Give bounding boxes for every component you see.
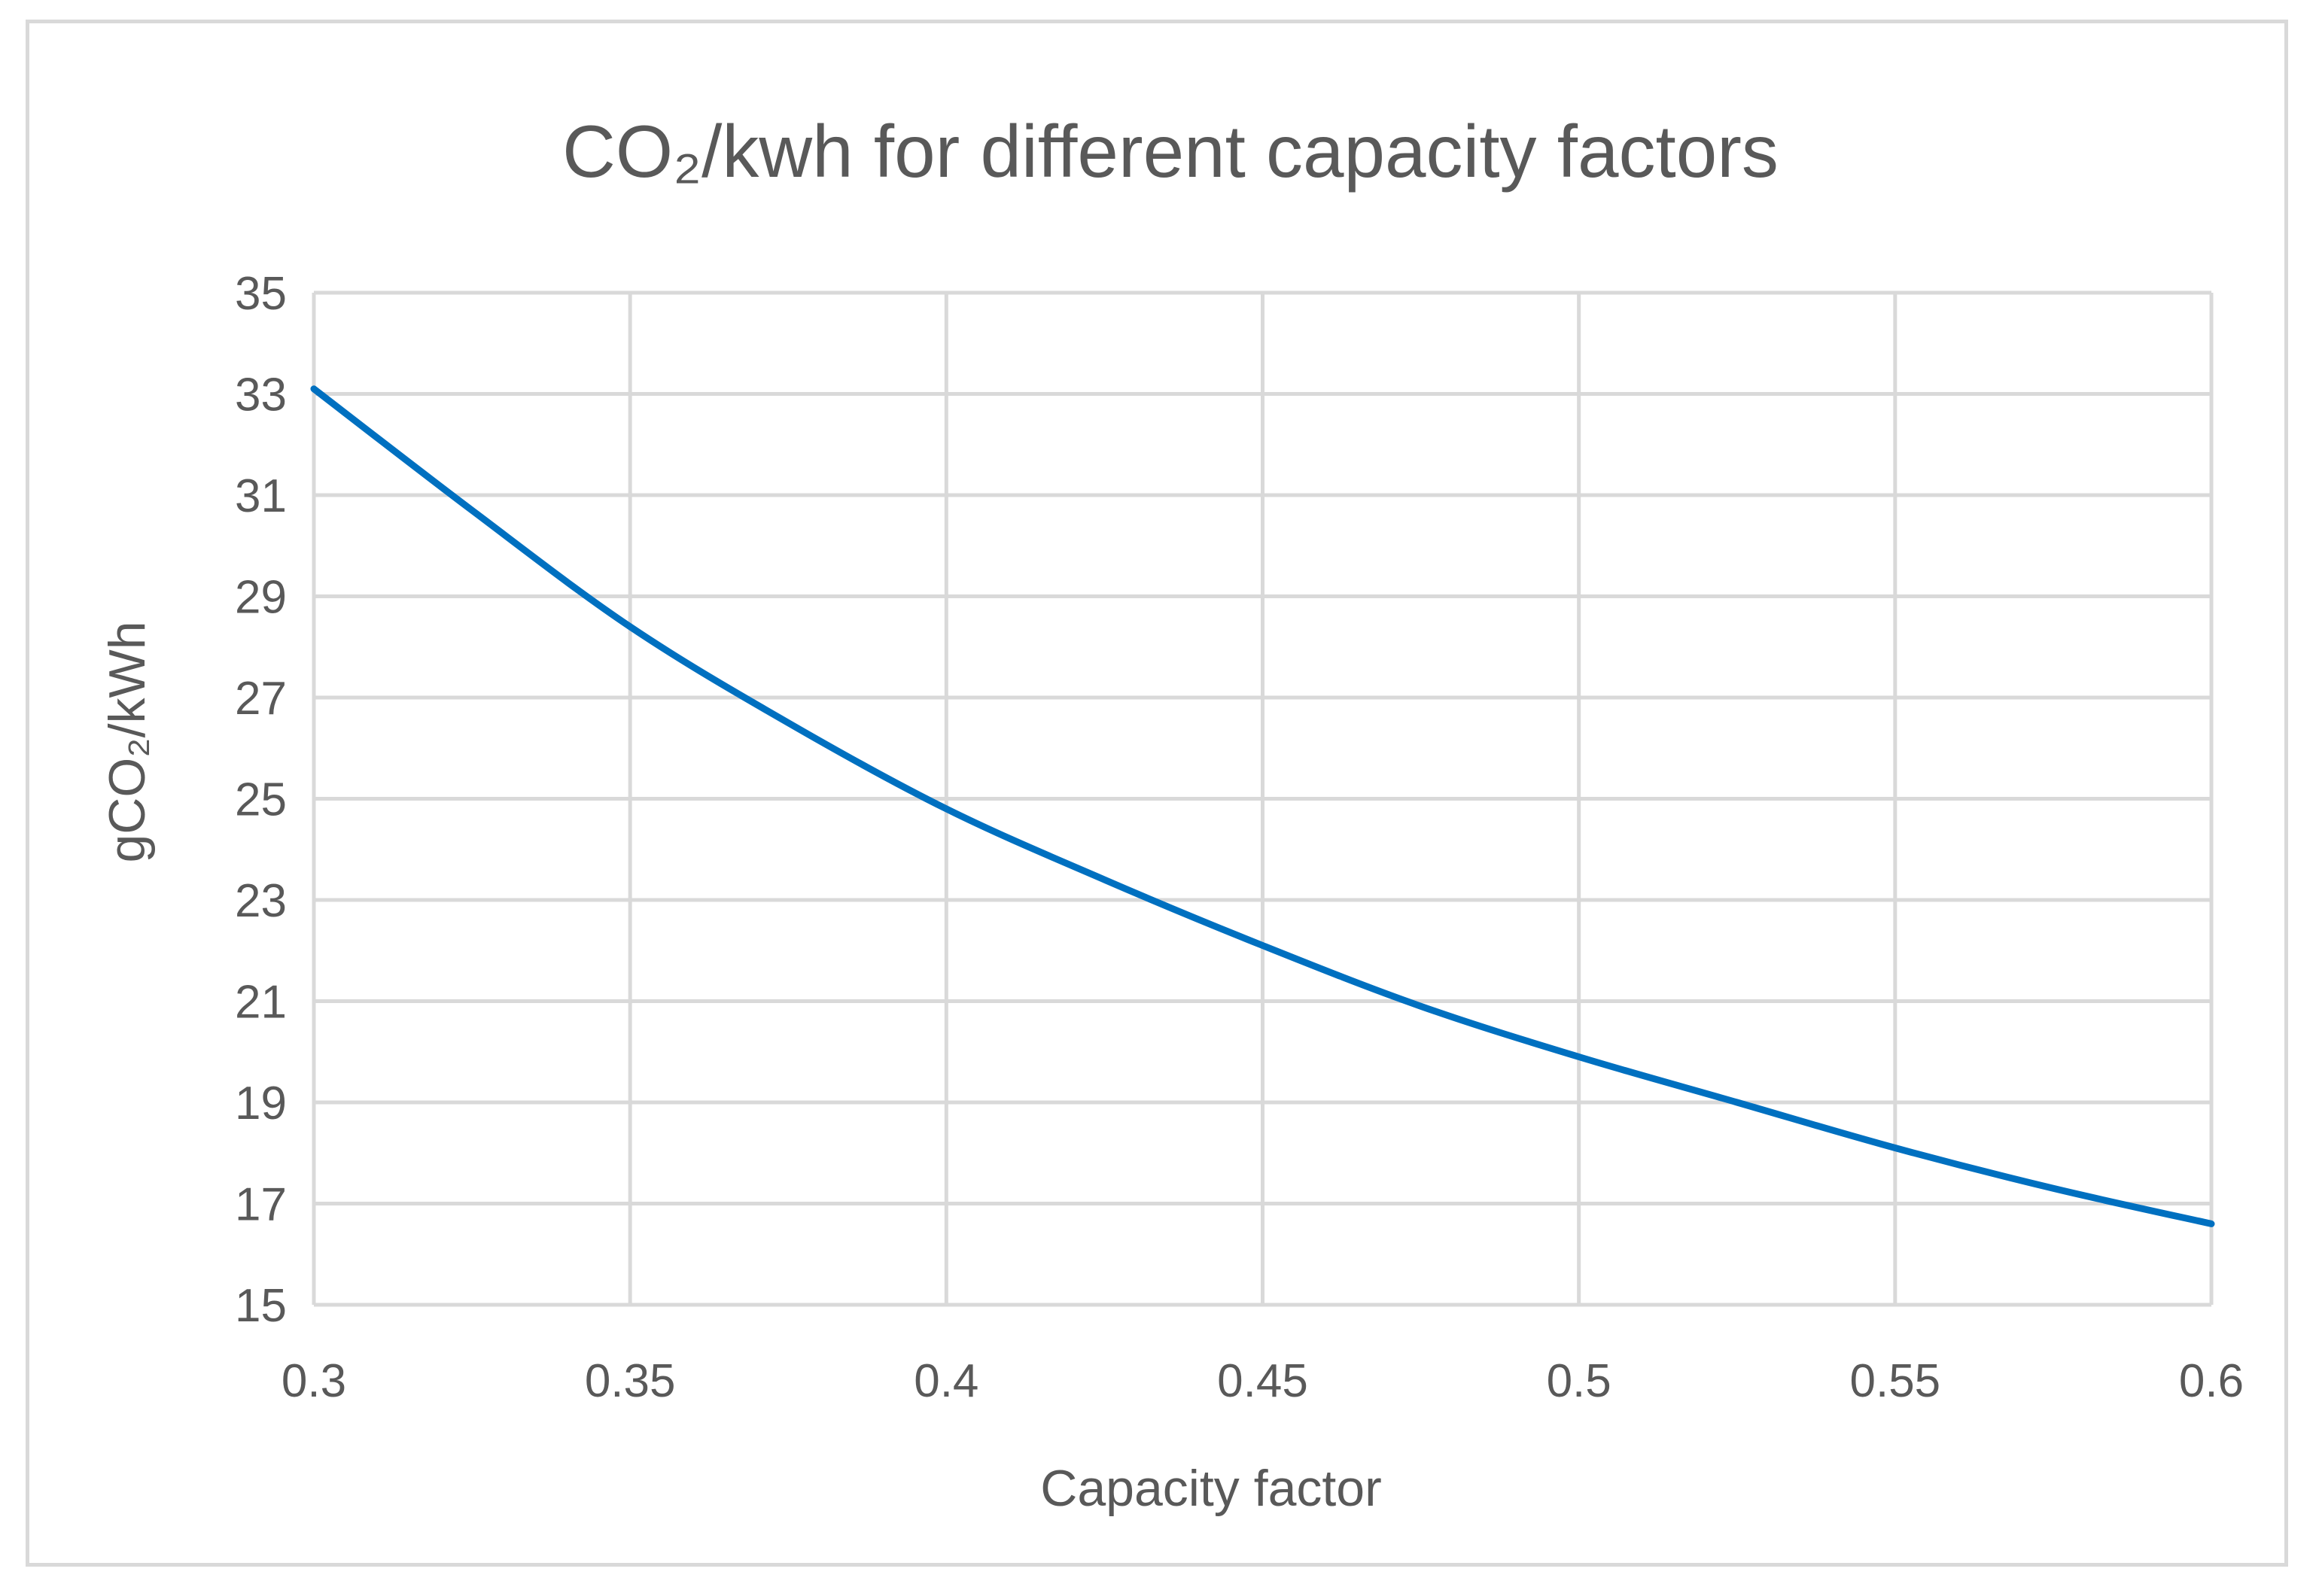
y-tick-label: 23: [235, 875, 287, 927]
x-tick-label: 0.35: [585, 1355, 676, 1407]
gridlines: [312, 290, 2214, 1307]
series-line-0: [310, 385, 2215, 1227]
x-tick-label: 0.6: [2179, 1355, 2244, 1407]
x-tick-label: 0.3: [282, 1355, 346, 1407]
y-tick-label: 35: [235, 268, 287, 320]
y-tick-label: 21: [235, 977, 287, 1029]
chart-frame: CO₂/kwh for different capacity factors 1…: [26, 20, 2288, 1567]
chart-title: CO₂/kwh for different capacity factors: [562, 110, 1779, 193]
x-tick-label: 0.5: [1547, 1355, 1611, 1407]
y-tick-label: 33: [235, 369, 287, 421]
y-tick-label: 25: [235, 774, 287, 826]
y-tick-label: 17: [235, 1179, 287, 1231]
series-group: [310, 385, 2215, 1227]
x-tick-label: 0.45: [1217, 1355, 1308, 1407]
x-axis-ticks: 0.3 0.35 0.4 0.45 0.5 0.55 0.6: [282, 1355, 2244, 1407]
y-tick-label: 29: [235, 572, 287, 624]
x-tick-label: 0.4: [914, 1355, 978, 1407]
y-tick-label: 31: [235, 470, 287, 522]
y-axis-ticks: 15 17 19 21 23 25 27 29 31 33 35: [235, 268, 287, 1332]
y-tick-label: 27: [235, 673, 287, 725]
x-tick-label: 0.55: [1849, 1355, 1940, 1407]
x-axis-title: Capacity factor: [1040, 1460, 1382, 1517]
line-chart: CO₂/kwh for different capacity factors 1…: [99, 110, 2244, 1517]
y-tick-label: 15: [235, 1280, 287, 1332]
y-tick-label: 19: [235, 1078, 287, 1129]
y-axis-title: gCO₂/kWh: [99, 621, 156, 862]
